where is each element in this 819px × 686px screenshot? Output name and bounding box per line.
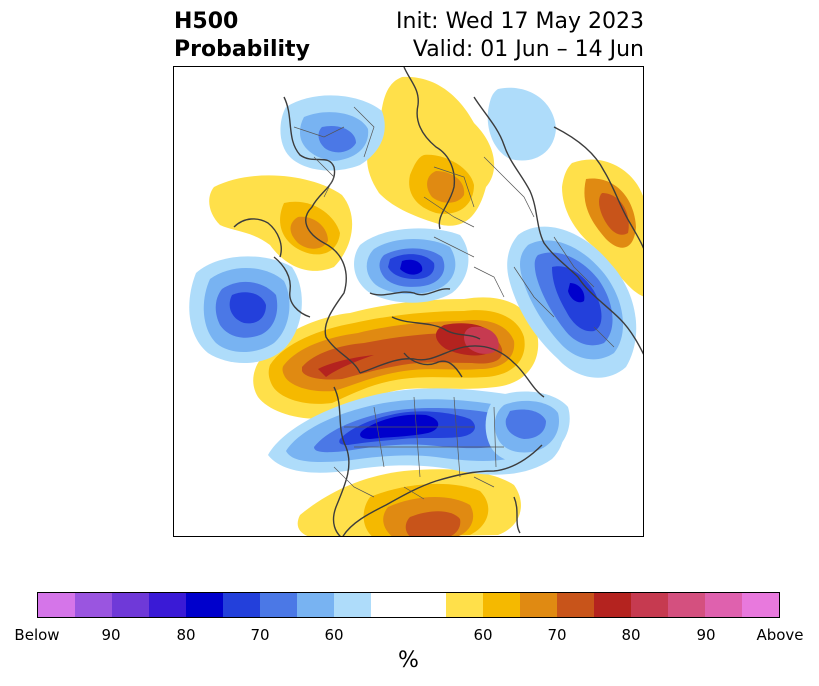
coastline-path (577, 276, 643, 355)
colorbar-tick-label: 70 (250, 626, 270, 644)
colorbar-segment (704, 593, 742, 617)
colorbar-label: % (398, 648, 419, 673)
coastline-path (233, 218, 282, 258)
valid-range: Valid: 01 Jun – 14 Jun (412, 37, 644, 62)
colorbar-segment (593, 593, 631, 617)
coastline-path (332, 386, 350, 536)
colorbar-segment (667, 593, 705, 617)
colorbar-tick-label: 80 (176, 626, 196, 644)
colorbar-segment (741, 593, 779, 617)
above-field-namerica-core (405, 511, 461, 536)
coastline-path (403, 67, 456, 230)
colorbar-segment (75, 593, 113, 617)
colorbar-segment (334, 593, 372, 617)
border-path (513, 236, 615, 348)
colorbar-segment (371, 593, 446, 617)
map-panel (173, 66, 644, 537)
colorbar-segment (38, 593, 76, 617)
colorbar-tick-label: 70 (547, 626, 567, 644)
colorbar-segment (149, 593, 187, 617)
coastline-path (369, 288, 451, 296)
title-line-2: Probability (174, 37, 310, 62)
colorbar-tick-label: 80 (621, 626, 641, 644)
coastline-path (283, 96, 361, 374)
below-field-east-atlantic-core (505, 409, 546, 439)
above-field-arctic-core (464, 326, 499, 354)
colorbar-tick-label: Above (756, 626, 804, 644)
border-path (333, 466, 495, 500)
map-edge-gap (174, 285, 178, 315)
border-path (423, 156, 535, 228)
colorbar-segment (297, 593, 335, 617)
title-line-1: H500 (174, 9, 239, 34)
colorbar-segment (630, 593, 668, 617)
above-field-pacific-core (599, 193, 629, 235)
coastline-path (359, 345, 545, 398)
colorbar-segment (186, 593, 224, 617)
above-field-arctic-ring-4 (318, 323, 497, 377)
below-field-pacific-core (568, 283, 585, 303)
colorbar-tick-label: 90 (101, 626, 121, 644)
below-field-siberia (487, 87, 556, 161)
probability-fields (189, 76, 643, 536)
colorbar-tick-label: 90 (696, 626, 716, 644)
colorbar (37, 592, 780, 618)
coastline-path (473, 96, 579, 278)
below-field-europe-core (318, 125, 356, 153)
colorbar-segment (223, 593, 261, 617)
coastline-path (403, 352, 463, 378)
colorbar-segment (260, 593, 298, 617)
coastline-path (273, 256, 311, 318)
below-field-greenland-core (400, 259, 423, 275)
colorbar-segment (445, 593, 483, 617)
border-path (293, 106, 375, 198)
coastline-path (553, 126, 643, 249)
colorbar-segment (556, 593, 594, 617)
coastline-path (513, 496, 521, 534)
colorbar-tick-label: 60 (324, 626, 344, 644)
colorbar-segment (482, 593, 520, 617)
below-field-atlantic-core (229, 292, 266, 324)
probability-map (174, 67, 643, 536)
colorbar-segment (112, 593, 150, 617)
colorbar-tick-label: Below (14, 626, 60, 644)
border-path (433, 236, 505, 298)
init-date: Init: Wed 17 May 2023 (396, 9, 644, 34)
above-field-europe-core (290, 216, 328, 249)
colorbar-tick-label: 60 (473, 626, 493, 644)
coastline-path (342, 444, 543, 536)
borders (293, 106, 615, 500)
coastline-path (391, 316, 481, 340)
map-dates: Init: Wed 17 May 2023 Valid: 01 Jun – 14… (396, 8, 644, 64)
colorbar-segment (519, 593, 557, 617)
border-path (344, 396, 504, 478)
map-title: H500 Probability (174, 8, 310, 64)
coastlines (233, 67, 643, 536)
